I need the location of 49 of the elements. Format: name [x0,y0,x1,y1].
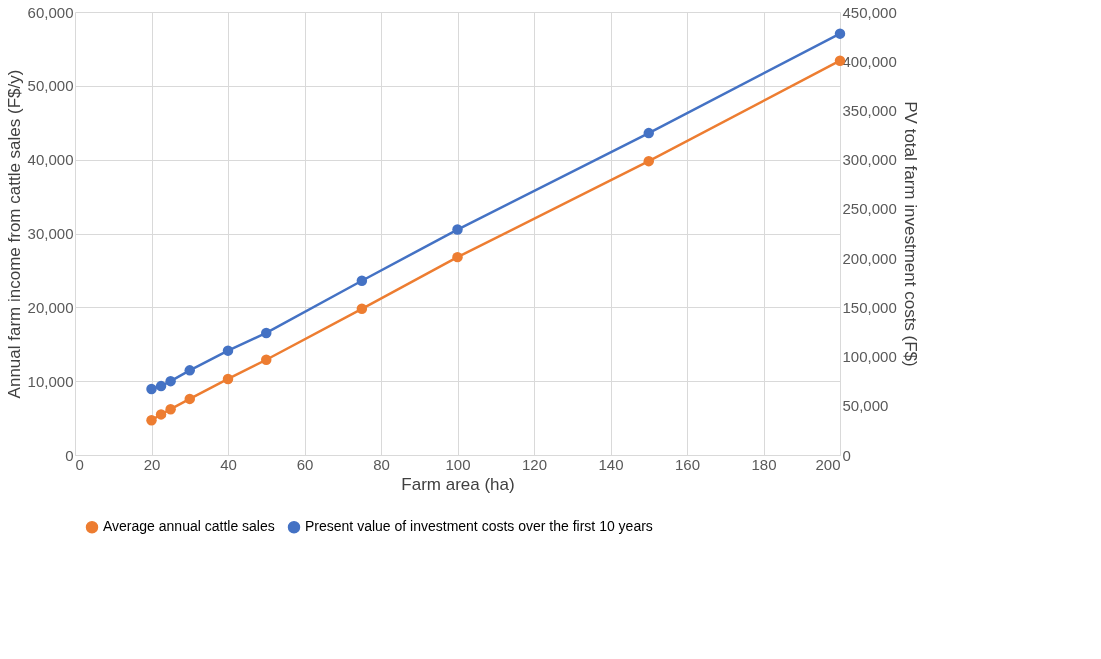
y2-tick-label: 400,000 [842,52,897,70]
point [356,303,368,315]
point [155,409,167,420]
x-tick-label: 60 [296,455,314,473]
y2-tick-label: 350,000 [842,101,897,119]
x-tick-label: 120 [521,455,548,473]
point [356,275,368,286]
y-axis-title: Annual farm income from cattle sales (F$/y) [4,69,24,399]
legend-label: Average annual cattle sales [103,518,275,535]
legend-label: Present value of investment costs over the first 10 years [305,518,653,535]
x-tick-label: 100 [445,455,471,473]
y-tick-label: 60,000 [27,3,74,21]
point [184,393,195,405]
point [643,127,654,139]
point [146,383,157,395]
y2-tick-label: 150,000 [842,298,897,316]
y2-axis-title: PV total farm investment costs (F$) [900,101,920,367]
y2-tick-label: 100,000 [842,348,897,366]
x-tick-label: 140 [598,455,624,473]
point [222,373,234,385]
y-tick-label: 30,000 [27,225,74,242]
x-axis-title: Farm area (ha) [401,474,515,494]
point [155,380,167,392]
y-tick-label: 10,000 [27,372,74,390]
point [165,403,176,415]
y2-tick-label: 300,000 [842,151,897,169]
y-tick-label: 50,000 [27,77,74,95]
point [222,345,234,356]
point [452,251,463,263]
point [452,224,463,235]
point [146,415,157,426]
x-tick-label: 20 [143,455,161,473]
point [834,28,846,39]
y2-tick-label: 200,000 [842,249,897,267]
y2-tick-label: 450,000 [842,3,897,21]
x-tick-label: 180 [751,455,777,473]
y2-tick-label: 250,000 [842,200,897,218]
y-tick-label: 40,000 [27,151,74,169]
point [165,375,176,387]
point [261,327,272,339]
x-tick-label: 160 [674,455,701,473]
x-tick-label: 200 [815,455,841,473]
point [261,354,272,365]
point [643,155,654,167]
y-tick-label: 20,000 [27,298,74,316]
point [184,365,195,376]
x-tick-label: 80 [373,455,390,473]
x-tick-label: 40 [220,455,237,473]
y2-tick-label: 50,000 [842,397,889,415]
